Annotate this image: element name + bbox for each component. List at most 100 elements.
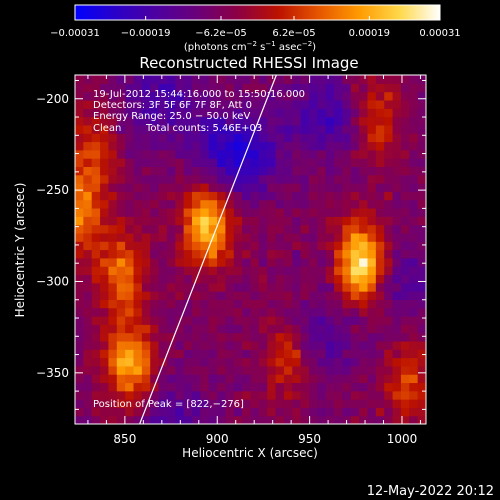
heatmap-cell [317, 282, 327, 292]
y-tick-label: −350 [36, 366, 69, 380]
heatmap-cell [158, 108, 168, 118]
heatmap-cell [283, 141, 293, 151]
heatmap-cell [367, 349, 377, 359]
heatmap-cell [267, 299, 277, 309]
heatmap-cell [183, 315, 193, 325]
heatmap-cell [367, 116, 377, 126]
heatmap-cell [400, 340, 410, 350]
heatmap-cell [100, 374, 110, 384]
heatmap-cell [116, 307, 126, 317]
heatmap-cell [100, 75, 110, 84]
heatmap-cell [267, 133, 277, 143]
heatmap-cell [83, 133, 93, 143]
heatmap-cell [208, 249, 218, 259]
heatmap-cell [317, 307, 327, 317]
heatmap-cell [83, 340, 93, 350]
heatmap-cell [233, 340, 243, 350]
heatmap-cell [283, 282, 293, 292]
heatmap-cell [350, 133, 360, 143]
heatmap-cell [250, 75, 260, 84]
heatmap-cell [267, 224, 277, 234]
heatmap-cell [83, 224, 93, 234]
heatmap-cell [267, 149, 277, 159]
heatmap-cell [217, 116, 227, 126]
heatmap-cell [91, 266, 101, 276]
heatmap-cell [192, 166, 201, 176]
heatmap-cell [141, 257, 151, 267]
heatmap-cell [334, 224, 344, 234]
heatmap-cell [133, 249, 143, 259]
heatmap-cell [125, 124, 135, 134]
heatmap-cell [384, 133, 394, 143]
heatmap-cell [367, 99, 377, 109]
heatmap-cell [400, 207, 410, 217]
heatmap-cell [125, 183, 135, 192]
heatmap-cell [192, 399, 201, 408]
heatmap-cell [217, 257, 227, 267]
heatmap-cell [334, 407, 344, 417]
heatmap-cell [375, 349, 385, 359]
heatmap-cell [342, 307, 352, 317]
heatmap-cell [267, 382, 277, 392]
heatmap-cell [108, 266, 118, 276]
heatmap-cell [367, 83, 377, 93]
heatmap-cell [367, 149, 377, 159]
heatmap-cell [334, 116, 344, 126]
heatmap-cell [317, 191, 327, 201]
heatmap-cell [91, 166, 101, 176]
heatmap-cell [309, 407, 318, 417]
heatmap-cell [200, 133, 210, 143]
heatmap-cell [125, 315, 135, 325]
heatmap-cell [141, 232, 151, 242]
heatmap-cell [275, 166, 285, 176]
heatmap-cell [334, 340, 344, 350]
heatmap-cell [166, 332, 176, 342]
heatmap-cell [375, 315, 385, 325]
heatmap-cell [133, 158, 143, 168]
heatmap-cell [192, 232, 201, 242]
heatmap-cell [133, 257, 143, 267]
heatmap-cell [242, 149, 252, 159]
heatmap-cell [400, 232, 410, 242]
heatmap-cell [350, 249, 360, 259]
heatmap-cell [116, 374, 126, 384]
heatmap-cell [292, 133, 302, 143]
heatmap-cell [217, 407, 227, 417]
heatmap-cell [116, 274, 126, 284]
heatmap-cell [283, 232, 293, 242]
heatmap-cell [100, 274, 110, 284]
heatmap-cell [166, 249, 176, 259]
heatmap-cell [100, 241, 110, 251]
heatmap-cell [225, 124, 235, 134]
heatmap-cell [100, 382, 110, 392]
heatmap-cell [242, 282, 252, 292]
heatmap-cell [300, 133, 310, 143]
heatmap-cell [217, 216, 227, 226]
heatmap-cell [300, 116, 310, 126]
heatmap-cell [384, 191, 394, 201]
heatmap-cell [75, 349, 84, 359]
heatmap-cell [116, 116, 126, 126]
heatmap-cell [175, 75, 185, 84]
heatmap-cell [309, 399, 318, 408]
heatmap-cell [250, 257, 260, 267]
heatmap-cell [208, 415, 218, 424]
heatmap-cell [116, 357, 126, 367]
heatmap-cell [75, 299, 84, 309]
heatmap-cell [325, 191, 335, 201]
heatmap-cell [267, 108, 277, 118]
heatmap-cell [217, 75, 227, 84]
heatmap-cell [100, 141, 110, 151]
heatmap-cell [75, 382, 84, 392]
heatmap-cell [283, 83, 293, 93]
heatmap-cell [250, 282, 260, 292]
heatmap-cell [292, 207, 302, 217]
heatmap-cell [108, 174, 118, 184]
heatmap-cell [141, 332, 151, 342]
heatmap-cell [75, 199, 84, 209]
heatmap-cell [100, 415, 110, 424]
heatmap-cell [417, 83, 426, 93]
heatmap-cell [350, 183, 360, 192]
heatmap-cell [183, 108, 193, 118]
heatmap-cell [75, 149, 84, 159]
